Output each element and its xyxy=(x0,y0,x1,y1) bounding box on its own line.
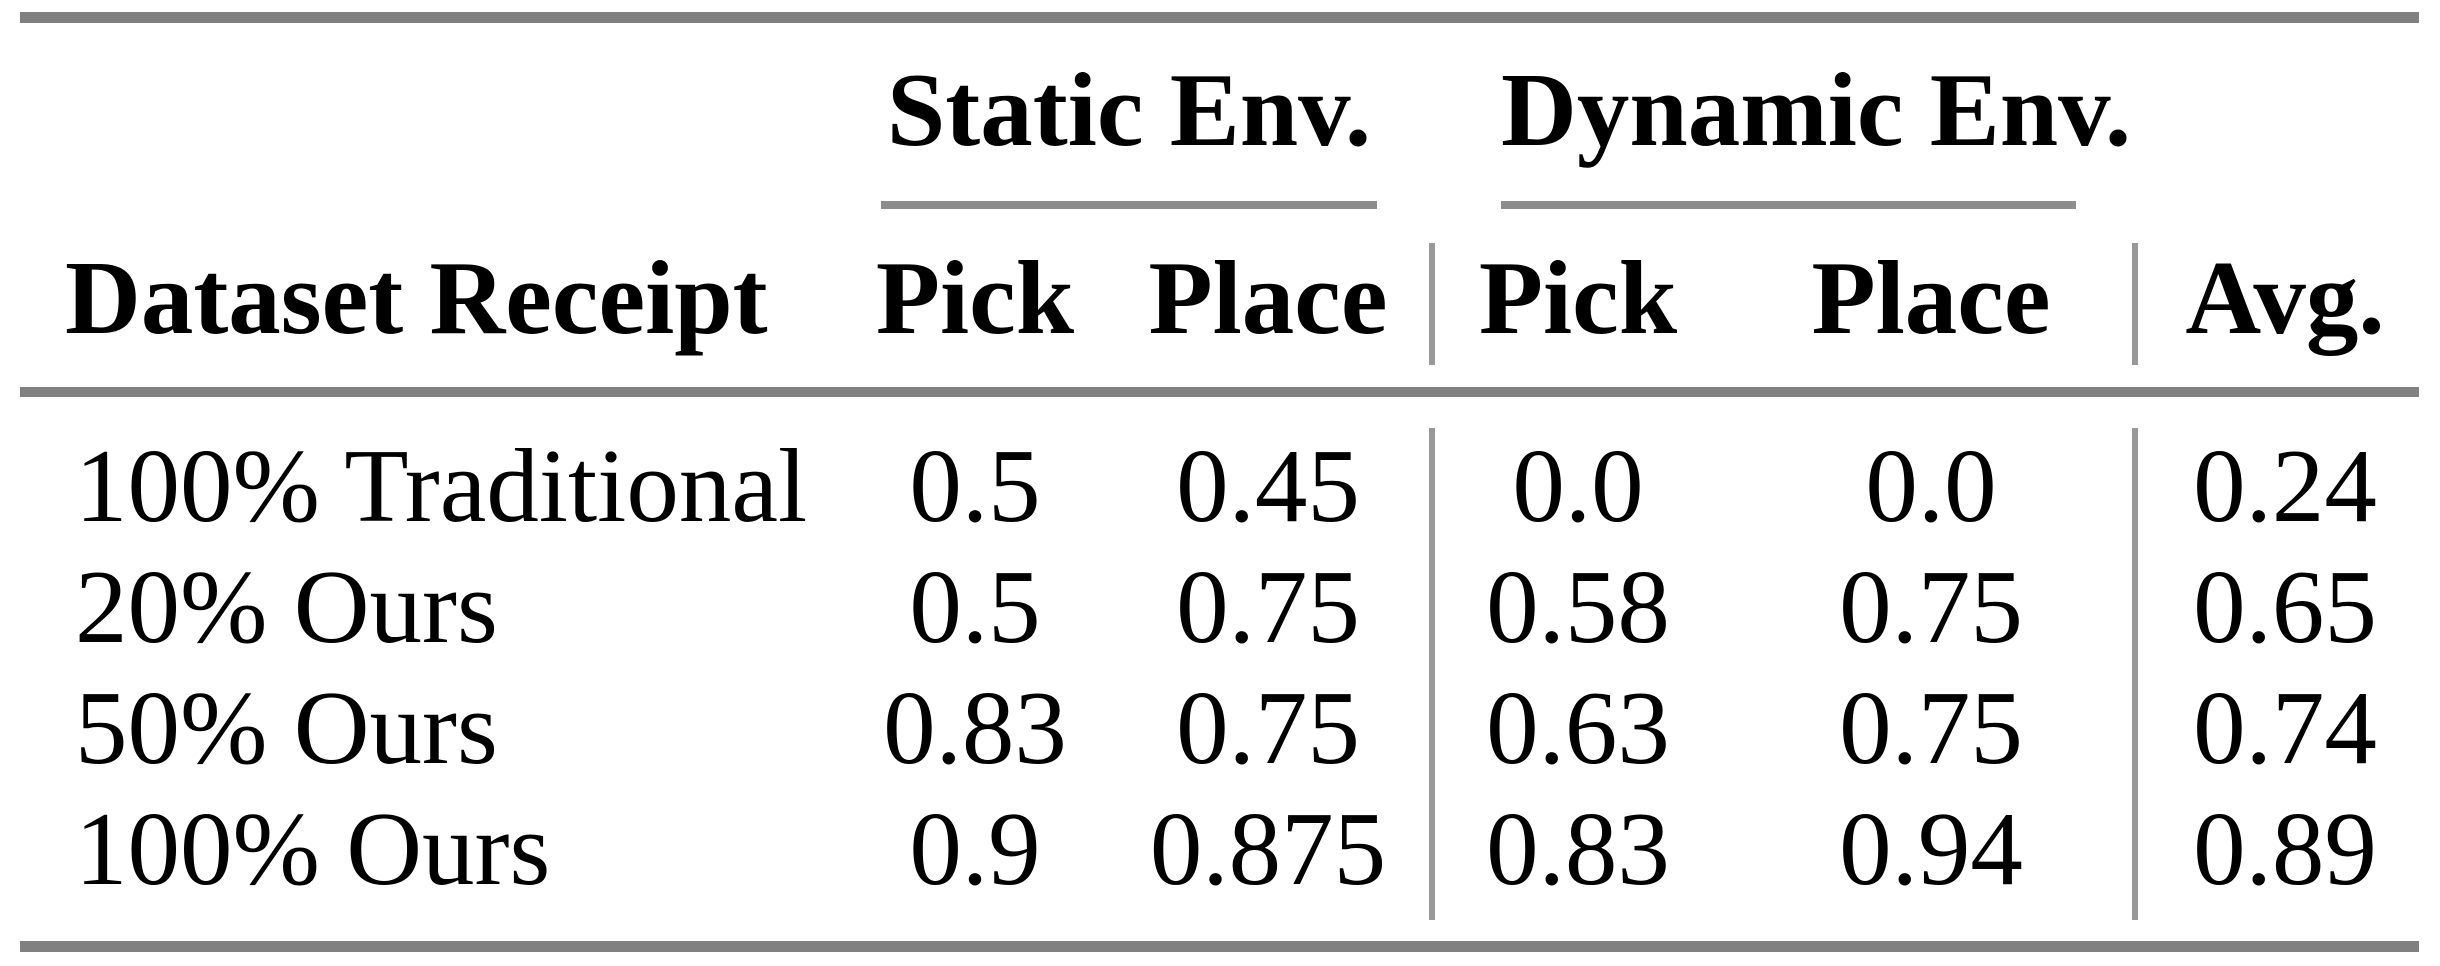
table-cell: 0.83 xyxy=(883,669,1067,786)
table-cell: 0.65 xyxy=(2193,548,2377,665)
table-cell: 0.83 xyxy=(1486,790,1670,907)
table-cell: 0.5 xyxy=(909,548,1041,665)
table-bottom-rule xyxy=(20,941,2419,952)
body-separator-avg xyxy=(2132,428,2138,920)
static-env-underline xyxy=(881,201,1377,209)
table-cell: 0.75 xyxy=(1839,669,2023,786)
table-cell: 0.5 xyxy=(909,427,1041,544)
row-label: 20% Ours xyxy=(75,548,498,665)
table-cell: 0.0 xyxy=(1865,427,1997,544)
body-separator-dynamic xyxy=(1429,428,1435,920)
table-cell: 0.75 xyxy=(1176,548,1360,665)
column-header-dataset-receipt: Dataset Receipt xyxy=(65,239,768,356)
table-header-rule xyxy=(20,387,2419,397)
column-header-dynamic-pick: Pick xyxy=(1478,239,1678,356)
table-cell: 0.24 xyxy=(2193,427,2377,544)
column-header-avg: Avg. xyxy=(2185,239,2385,356)
table-cell: 0.58 xyxy=(1486,548,1670,665)
table-cell: 0.875 xyxy=(1149,790,1387,907)
row-label: 100% Traditional xyxy=(75,427,808,544)
table-cell: 0.75 xyxy=(1176,669,1360,786)
table-cell: 0.89 xyxy=(2193,790,2377,907)
header-separator-dynamic xyxy=(1429,243,1435,365)
table-cell: 0.0 xyxy=(1512,427,1644,544)
column-header-static-place: Place xyxy=(1148,239,1388,356)
group-header-static-env: Static Env. xyxy=(886,51,1372,168)
row-label: 100% Ours xyxy=(75,790,551,907)
header-separator-avg xyxy=(2132,243,2138,365)
table-cell: 0.94 xyxy=(1839,790,2023,907)
table-cell: 0.63 xyxy=(1486,669,1670,786)
table-top-rule xyxy=(20,12,2419,23)
column-header-dynamic-place: Place xyxy=(1811,239,2051,356)
table-cell: 0.74 xyxy=(2193,669,2377,786)
dynamic-env-underline xyxy=(1501,201,2076,209)
row-label: 50% Ours xyxy=(75,669,498,786)
table-cell: 0.45 xyxy=(1176,427,1360,544)
column-header-static-pick: Pick xyxy=(875,239,1075,356)
table-cell: 0.75 xyxy=(1839,548,2023,665)
table-cell: 0.9 xyxy=(909,790,1041,907)
group-header-dynamic-env: Dynamic Env. xyxy=(1501,51,2132,168)
